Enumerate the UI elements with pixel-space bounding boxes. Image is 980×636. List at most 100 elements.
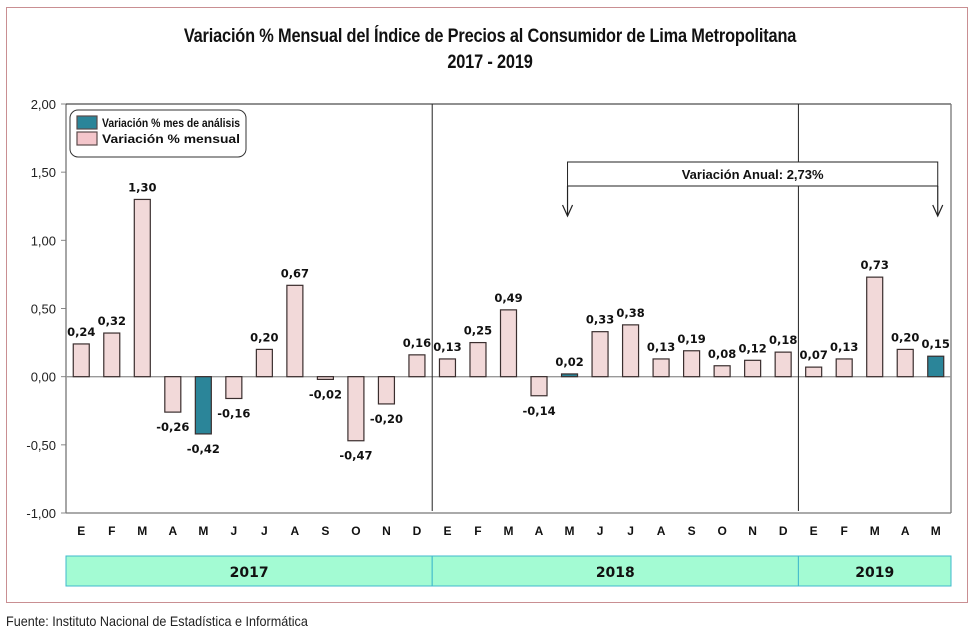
- month-label: S: [321, 524, 329, 538]
- bar: [621, 324, 640, 378]
- month-label: J: [261, 524, 268, 538]
- bar: [683, 350, 701, 378]
- chart-title: Variación % Mensual del Índice de Precio…: [183, 26, 797, 47]
- legend-swatch: [76, 131, 98, 146]
- month-label: E: [443, 524, 451, 538]
- year-band-cell: [65, 555, 433, 587]
- bar: [225, 376, 243, 400]
- y-tick-label: 1,50: [31, 165, 56, 180]
- chart-frame: [6, 7, 968, 603]
- y-tick-label: -1,00: [26, 506, 56, 521]
- bar: [591, 331, 609, 378]
- source-footer: Fuente: Instituto Nacional de Estadístic…: [6, 613, 308, 629]
- bar-value-label: -0,42: [187, 442, 220, 456]
- y-tick-label: 2,00: [31, 97, 56, 112]
- bar-value-label: 0,32: [98, 314, 126, 328]
- month-label: E: [810, 524, 818, 538]
- bar-value-label: 0,02: [555, 355, 583, 369]
- month-label: A: [901, 524, 910, 538]
- bar: [530, 376, 548, 397]
- y-tick-label: 0,50: [31, 302, 56, 317]
- bar: [866, 276, 884, 378]
- month-label: N: [382, 524, 391, 538]
- bar-highlight: [194, 376, 212, 435]
- bar-highlight: [927, 355, 945, 378]
- y-tick-label: 1,00: [31, 233, 56, 248]
- bar-value-label: 0,49: [494, 291, 522, 305]
- month-label: F: [108, 524, 115, 538]
- bar-value-label: 0,20: [891, 330, 919, 344]
- month-label: M: [137, 524, 147, 538]
- bar-value-label: 1,30: [128, 180, 156, 194]
- bar-value-label: 0,24: [67, 325, 95, 339]
- bar: [408, 354, 426, 378]
- bar-value-label: 0,20: [250, 330, 278, 344]
- month-label: M: [870, 524, 880, 538]
- bar-value-label: -0,20: [370, 412, 403, 426]
- month-label: F: [841, 524, 848, 538]
- year-label: 2017: [230, 565, 269, 581]
- bar-value-label: 0,15: [922, 337, 950, 351]
- bar-value-label: -0,02: [309, 387, 342, 401]
- bar-value-label: 0,33: [586, 313, 614, 327]
- bar-value-label: -0,14: [522, 404, 555, 418]
- bar: [774, 351, 792, 378]
- bar-value-label: 0,73: [861, 258, 889, 272]
- month-label: D: [413, 524, 422, 538]
- month-label: A: [535, 524, 544, 538]
- bar-value-label: 0,12: [738, 341, 766, 355]
- bar-value-label: 0,08: [708, 347, 736, 361]
- bar: [316, 376, 334, 380]
- annotation-text: Variación Anual: 2,73%: [682, 167, 824, 182]
- month-label: J: [597, 524, 604, 538]
- bar-value-label: -0,26: [156, 420, 189, 434]
- bar-value-label: 0,25: [464, 324, 492, 338]
- month-label: A: [657, 524, 666, 538]
- year-label: 2018: [596, 565, 635, 581]
- month-label: M: [931, 524, 941, 538]
- bar: [896, 348, 914, 378]
- bar-value-label: -0,47: [339, 449, 372, 463]
- bar: [652, 358, 670, 378]
- bar: [744, 359, 762, 378]
- month-label: O: [717, 524, 726, 538]
- bar: [835, 358, 853, 378]
- year-band-cell: [797, 555, 952, 587]
- month-label: M: [198, 524, 208, 538]
- arrow-down-icon: [932, 204, 944, 218]
- bar: [72, 343, 90, 378]
- bar-value-label: 0,16: [403, 336, 431, 350]
- chart-subtitle: 2017 - 2019: [447, 52, 533, 73]
- bar-value-label: 0,13: [830, 340, 858, 354]
- month-label: A: [168, 524, 177, 538]
- legend-swatch: [76, 115, 98, 130]
- bar-value-label: 0,07: [799, 348, 827, 362]
- legend-label: Variación % mensual: [102, 132, 240, 146]
- month-label: A: [291, 524, 300, 538]
- bar-value-label: 0,38: [616, 306, 644, 320]
- bar: [438, 358, 457, 378]
- bar-value-label: 0,18: [769, 333, 797, 347]
- legend-box: [69, 109, 247, 158]
- bar: [286, 284, 304, 378]
- month-label: S: [688, 524, 696, 538]
- bar-highlight: [560, 373, 579, 378]
- month-label: M: [504, 524, 514, 538]
- bar-value-label: 0,13: [433, 340, 461, 354]
- arrow-down-icon: [561, 204, 574, 218]
- month-label: E: [77, 524, 85, 538]
- month-label: J: [231, 524, 238, 538]
- year-band-cell: [431, 555, 799, 587]
- month-label: N: [748, 524, 757, 538]
- month-label: J: [627, 524, 634, 538]
- legend-label: Variación % mes de análisis: [102, 116, 240, 130]
- bar: [499, 309, 518, 378]
- year-label: 2019: [855, 565, 894, 581]
- bar-value-label: 0,13: [647, 340, 675, 354]
- bar: [164, 376, 182, 413]
- bar: [103, 332, 121, 378]
- bar-value-label: 0,19: [677, 332, 705, 346]
- bar: [469, 341, 487, 378]
- month-label: M: [565, 524, 575, 538]
